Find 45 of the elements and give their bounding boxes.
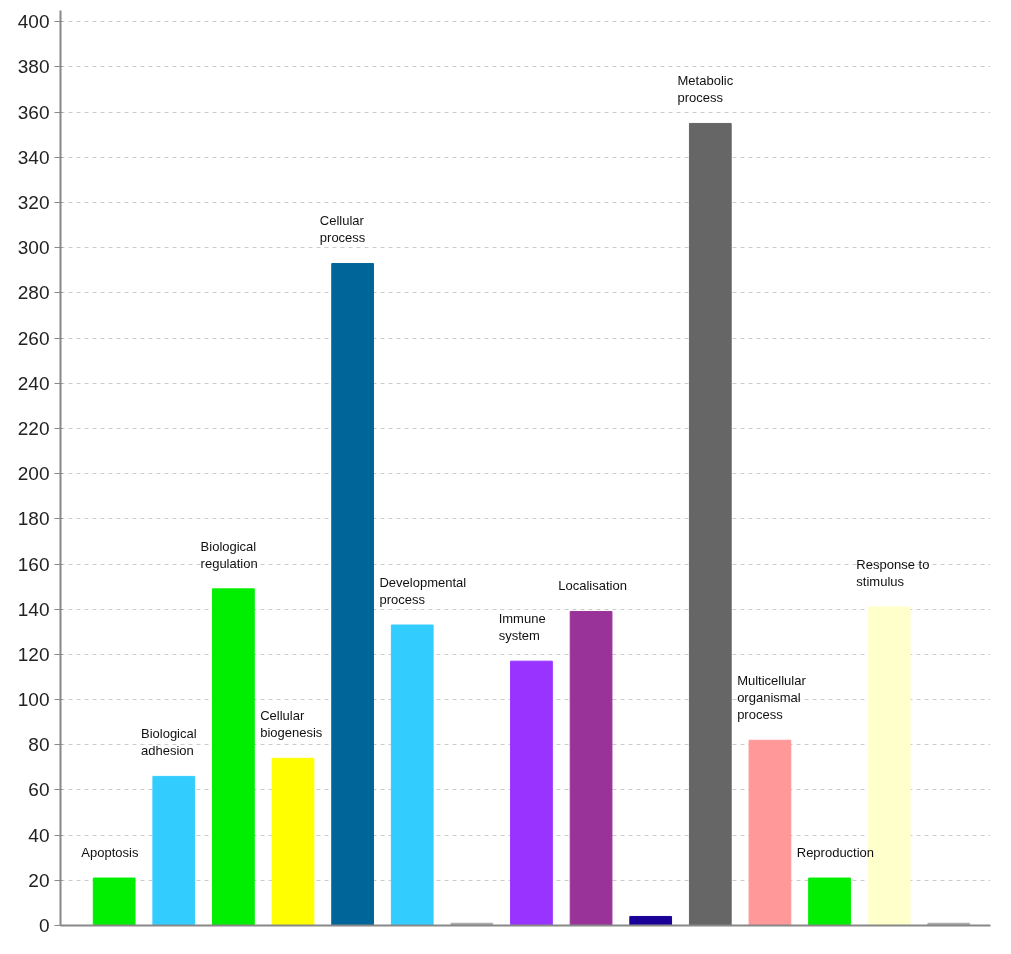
y-tick-label: 340 xyxy=(17,146,50,168)
y-tick-label: 140 xyxy=(17,598,50,620)
x-tick-label: Metabolic process xyxy=(677,73,734,106)
x-tick-label: Cellular process xyxy=(319,213,366,246)
y-tick-label: 100 xyxy=(17,689,50,711)
x-tick-label: Response to stimulus xyxy=(856,556,930,589)
x-tick-label: Biological regulation xyxy=(200,538,258,571)
y-tick-label: 60 xyxy=(28,779,50,801)
bar xyxy=(688,122,732,926)
bar xyxy=(152,775,196,926)
y-tick-label: 180 xyxy=(17,508,50,530)
bar xyxy=(629,915,673,926)
y-tick-label: 80 xyxy=(28,734,50,756)
bar xyxy=(331,263,374,926)
x-tick-label: Immune system xyxy=(498,610,546,644)
y-tick-label: 380 xyxy=(17,56,50,78)
y-tick-label: 120 xyxy=(17,643,50,665)
y-tick-label: 320 xyxy=(17,192,50,214)
bar xyxy=(808,877,851,926)
bar xyxy=(569,610,613,926)
y-tick-label: 220 xyxy=(17,417,50,439)
x-tick-label: Apoptosis xyxy=(81,844,139,860)
bar xyxy=(390,624,434,926)
y-tick-label: 300 xyxy=(17,237,50,259)
y-tick-label: 260 xyxy=(17,327,50,349)
y-tick-label: 40 xyxy=(28,824,50,846)
x-tick-label: Multicellular organismal process xyxy=(737,672,807,723)
bar xyxy=(212,588,255,926)
x-tick-label: Developmental process xyxy=(379,574,467,607)
y-tick-label: 160 xyxy=(17,553,50,575)
bar xyxy=(92,877,136,926)
x-tick-label: Reproduction xyxy=(796,844,875,860)
bar xyxy=(510,660,553,926)
x-tick-label: Biological adhesion xyxy=(140,726,197,759)
x-tick-label: Cellular biogenesis xyxy=(260,707,323,741)
y-tick-label: 200 xyxy=(17,463,50,485)
y-tick-label: 360 xyxy=(17,101,50,123)
y-tick-label: 0 xyxy=(38,915,50,936)
bar xyxy=(748,739,792,926)
x-tick-label: Localisation xyxy=(558,578,627,594)
y-tick-label: 400 xyxy=(17,11,50,33)
y-tick-label: 240 xyxy=(17,372,50,394)
bar xyxy=(271,757,315,926)
y-tick-label: 20 xyxy=(28,869,50,891)
y-tick-label: 280 xyxy=(17,282,50,304)
